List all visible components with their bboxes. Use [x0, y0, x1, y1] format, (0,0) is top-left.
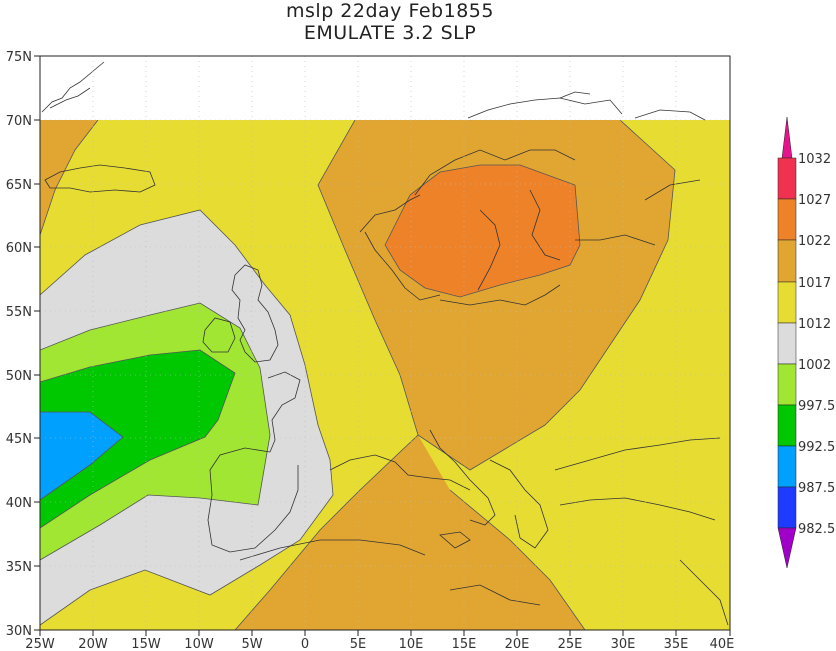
title-line-2: EMULATE 3.2 SLP [303, 22, 477, 44]
no-data-region [40, 56, 730, 120]
lon-tick-label: 10W [184, 637, 214, 651]
lon-tick-label: 20W [78, 637, 108, 651]
colorbar-swatch [777, 281, 797, 324]
colorbar-swatch [777, 239, 797, 283]
lon-tick-label: 30E [611, 637, 636, 651]
colorbar-label: 1027 [798, 193, 831, 208]
field-1022-1027 [385, 165, 580, 297]
map-frame [39, 55, 731, 631]
field-992-997 [40, 350, 235, 528]
colorbar-swatch [777, 198, 797, 241]
colorbar-label: 1012 [798, 317, 831, 332]
colorbar-label: 997.5 [798, 399, 835, 414]
lon-tick-label: 25E [558, 637, 583, 651]
lat-tick-label: 60N [6, 241, 32, 256]
field-1017-1022-south [235, 435, 585, 630]
colorbar-over-arrow [781, 116, 793, 159]
colorbar-label: 1002 [798, 358, 831, 373]
lat-tick-label: 65N [6, 178, 32, 193]
colorbar-label: 1017 [798, 276, 831, 291]
colorbar-label: 1032 [798, 152, 831, 167]
lon-tick-label: 5E [350, 637, 367, 651]
lat-tick-label: 75N [6, 50, 32, 65]
field-1017-1022-west [40, 120, 98, 235]
lon-tick-label: 20E [505, 637, 530, 651]
map-title: mslp 22day Feb1855 EMULATE 3.2 SLP [0, 0, 780, 44]
colorbar-under-arrow [777, 527, 797, 569]
lat-tick-label: 70N [6, 114, 32, 129]
colorbar-label: 1022 [798, 234, 831, 249]
lat-tick-label: 35N [6, 560, 32, 575]
lat-tick-label: 40N [6, 496, 32, 511]
colorbar-label: 992.5 [798, 440, 835, 455]
colorbar-label: 987.5 [798, 481, 835, 496]
colorbar-swatch [777, 445, 797, 488]
colorbar-swatch [777, 486, 797, 529]
colorbar-label: 982.5 [798, 522, 835, 537]
colorbar [777, 116, 797, 569]
lon-tick-label: 15E [452, 637, 477, 651]
graticule [40, 56, 730, 630]
lat-tick-label: 55N [6, 305, 32, 320]
lon-tick-label: 15W [131, 637, 161, 651]
lon-tick-label: 35E [664, 637, 689, 651]
lon-tick-label: 0 [301, 637, 309, 651]
colorbar-swatch [777, 363, 797, 406]
colorbar-swatch [777, 157, 797, 200]
colorbar-swatch [777, 322, 797, 365]
colorbar-swatch [777, 404, 797, 447]
lon-tick-label: 5W [241, 637, 262, 651]
title-line-1: mslp 22day Feb1855 [286, 0, 494, 22]
lat-tick-label: 50N [6, 369, 32, 384]
lon-tick-label: 25W [25, 637, 55, 651]
lat-tick-label: 30N [6, 624, 32, 639]
lat-tick-label: 45N [6, 432, 32, 447]
lon-tick-label: 10E [399, 637, 424, 651]
lon-tick-label: 40E [710, 637, 735, 651]
field-987-992 [40, 412, 123, 500]
